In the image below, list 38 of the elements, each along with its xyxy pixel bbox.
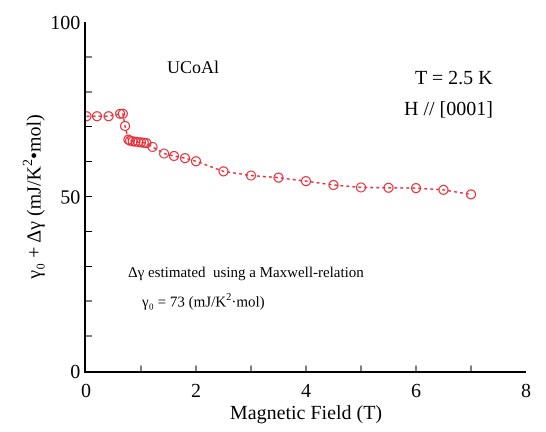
point (118, 108, 128, 119)
point (190, 156, 202, 166)
point (168, 150, 180, 162)
point (120, 120, 130, 132)
point (128, 136, 138, 146)
point (273, 172, 284, 183)
point (466, 189, 476, 200)
point (383, 182, 394, 193)
x-tick-label: 8 (521, 380, 531, 402)
x-tick-label: 2 (191, 380, 201, 402)
point (180, 153, 190, 164)
point (328, 180, 339, 190)
point (218, 166, 229, 176)
point (136, 137, 146, 148)
y-tick-label: 0 (70, 361, 80, 383)
annotation: UCoAl (167, 57, 220, 77)
point (159, 148, 170, 159)
point (103, 111, 114, 122)
x-tick-label: 4 (301, 380, 311, 402)
y-tick-label: 50 (60, 186, 80, 208)
point (410, 183, 422, 194)
annotation: Δγ estimated using a Maxwell-relation (128, 265, 364, 281)
point (115, 108, 126, 119)
point (130, 136, 141, 147)
x-tick-label: 6 (411, 380, 421, 402)
point (92, 111, 102, 122)
point (300, 176, 312, 186)
annotation: H // [0001] (404, 98, 493, 120)
point (438, 184, 449, 195)
point (147, 142, 158, 152)
x-axis-title: Magnetic Field (T) (230, 402, 382, 424)
annotation: γ₀ = 73 (mJ/K$^{2}$·mol) (141, 292, 265, 310)
point (356, 182, 366, 193)
annotation: T = 2.5 K (415, 67, 494, 89)
y-tick-label: 100 (50, 12, 80, 34)
point (138, 138, 149, 148)
point (141, 138, 152, 148)
point (246, 170, 256, 181)
